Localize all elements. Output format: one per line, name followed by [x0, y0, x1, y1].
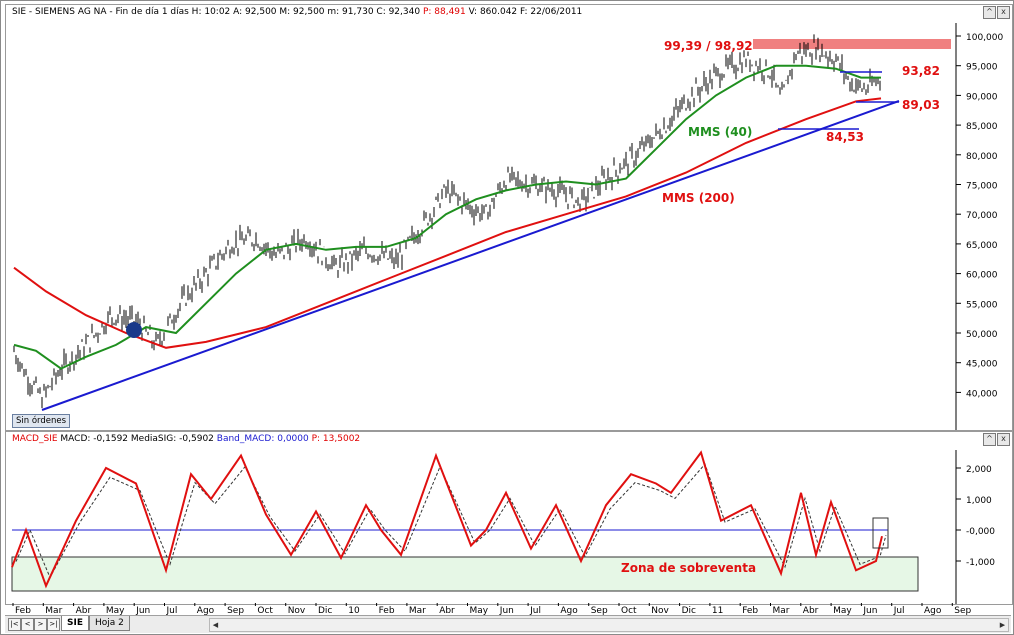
x-tick-label: Ago — [924, 606, 942, 615]
macd-title-p: P: 13,5002 — [308, 434, 361, 444]
x-tick-label: Jul — [893, 606, 905, 615]
minimize-icon[interactable]: ^ — [983, 433, 996, 446]
price-tick-label: 95,000 — [966, 63, 998, 73]
x-tick-label: Feb — [15, 606, 31, 615]
macd-title-band: Band_MACD: 0,0000 — [213, 434, 309, 444]
scroll-left-icon[interactable]: ◀ — [212, 621, 219, 629]
x-tick-label: Jun — [135, 606, 150, 615]
bottom-bar: |< < > >| SIE Hoja 2 ◀ ▶ — [5, 615, 1011, 633]
macd-axis: 2,000 1,000 -0,000 -1,000 — [955, 450, 995, 604]
macd-tick-label: 2,000 — [966, 465, 992, 475]
price-tick-label: 80,000 — [966, 152, 998, 162]
x-tick-label: 10 — [348, 606, 360, 615]
x-tick-label: Sep — [954, 606, 971, 615]
price-tick-label: 50,000 — [966, 330, 998, 340]
macd-panel[interactable]: MACD_SIE MACD: -0,1592 MediaSIG: -0,5902… — [5, 431, 1013, 605]
x-tick-label: Abr — [439, 606, 455, 615]
x-tick-label: Ago — [560, 606, 578, 615]
mms40-line — [13, 64, 881, 370]
first-icon[interactable]: |< — [8, 618, 21, 631]
x-tick-label: Jun — [499, 606, 514, 615]
price-tick-label: 55,000 — [966, 300, 998, 310]
mms200-label: MMS (200) — [662, 191, 735, 205]
price-tick-label: 75,000 — [966, 182, 998, 192]
mms40-label: MMS (40) — [688, 125, 752, 139]
scroll-right-icon[interactable]: ▶ — [999, 621, 1006, 629]
x-tick-label: Nov — [651, 606, 669, 615]
macd-highlight-box — [872, 517, 889, 549]
price-panel-title: SIE - SIEMENS AG NA - Fin de día 1 días … — [6, 5, 1012, 19]
x-tick-label: Feb — [742, 606, 758, 615]
x-tick-label: Jul — [529, 606, 541, 615]
tab-sie[interactable]: SIE — [61, 616, 89, 631]
trend-line — [41, 100, 900, 411]
oversold-zone — [11, 556, 919, 592]
x-tick-label: Feb — [379, 606, 395, 615]
x-tick-label: Abr — [803, 606, 819, 615]
price-panel[interactable]: SIE - SIEMENS AG NA - Fin de día 1 días … — [5, 4, 1013, 431]
macd-title-macd: MACD: -0,1592 — [57, 434, 129, 444]
x-tick-label: Sep — [591, 606, 608, 615]
price-tick-label: 100,000 — [966, 33, 1003, 43]
price-tick-label: 65,000 — [966, 241, 998, 251]
x-tick-label: Nov — [288, 606, 306, 615]
last-icon[interactable]: >| — [47, 618, 60, 631]
x-tick-label: Mar — [773, 606, 790, 615]
resistance-band — [753, 39, 951, 49]
mms200-line — [13, 97, 882, 349]
resistance-label: 99,39 / 98,92 — [664, 39, 753, 53]
x-axis: Feb Mar Abr May Jun Jul Ago Sep Oct Nov Dic 10 Feb Ma… — [12, 603, 972, 615]
macd-chart: 2,000 1,000 -0,000 -1,000 Zona de sobrevent… — [11, 450, 995, 604]
prev-icon[interactable]: < — [21, 618, 34, 631]
price-title-suffix: V: 860.042 F: 22/06/2011 — [465, 7, 583, 17]
price-bars — [13, 34, 881, 409]
level-mid-label: 89,03 — [902, 98, 940, 112]
level-low-label: 84,53 — [826, 130, 864, 144]
x-tick-label: Abr — [76, 606, 92, 615]
x-tick-label: Oct — [257, 606, 273, 615]
x-tick-label: Dic — [318, 606, 332, 615]
price-axis: 100,000 95,000 90,000 85,000 80,000 75,000 70,… — [955, 23, 1003, 430]
cross-marker — [126, 322, 142, 338]
x-tick-label: Mar — [45, 606, 62, 615]
price-chart: 100,000 95,000 90,000 85,000 80,000 75,000 70,… — [13, 23, 1003, 430]
price-tick-label: 45,000 — [966, 360, 998, 370]
x-tick-label: Jun — [862, 606, 877, 615]
price-tick-label: 70,000 — [966, 211, 998, 221]
x-tick-label: Mar — [409, 606, 426, 615]
next-icon[interactable]: > — [34, 618, 47, 631]
x-tick-label: Sep — [227, 606, 244, 615]
x-tick-label: Jul — [166, 606, 178, 615]
x-tick-label: Ago — [197, 606, 215, 615]
x-tick-label: May — [106, 606, 125, 615]
macd-tick-label: -1,000 — [966, 558, 995, 568]
x-tick-label: May — [833, 606, 852, 615]
x-tick-label: 11 — [712, 606, 723, 615]
price-tick-label: 40,000 — [966, 389, 998, 399]
macd-panel-title: MACD_SIE MACD: -0,1592 MediaSIG: -0,5902… — [6, 432, 1012, 446]
horizontal-scrollbar[interactable]: ◀ ▶ — [209, 618, 1009, 632]
price-tick-label: 60,000 — [966, 271, 998, 281]
close-icon[interactable]: x — [997, 433, 1010, 446]
oversold-label: Zona de sobreventa — [621, 561, 756, 575]
price-title-text: SIE - SIEMENS AG NA - Fin de día 1 días … — [12, 7, 421, 17]
minimize-icon[interactable]: ^ — [983, 6, 996, 19]
x-tick-label: Dic — [682, 606, 696, 615]
x-tick-label: May — [470, 606, 489, 615]
price-title-p: P: 88,491 — [420, 7, 466, 17]
price-tick-label: 90,000 — [966, 92, 998, 102]
macd-tick-label: -0,000 — [966, 527, 995, 537]
close-icon[interactable]: x — [997, 6, 1010, 19]
macd-title-name: MACD_SIE — [12, 434, 58, 444]
macd-title-sig: MediaSIG: -0,5902 — [128, 434, 214, 444]
price-tick-label: 85,000 — [966, 122, 998, 132]
macd-tick-label: 1,000 — [966, 496, 992, 506]
x-tick-label: Oct — [621, 606, 637, 615]
tab-hoja-2[interactable]: Hoja 2 — [89, 616, 130, 631]
orders-button[interactable]: Sin órdenes — [12, 414, 71, 428]
macd-line — [11, 450, 883, 589]
level-top-label: 93,82 — [902, 64, 940, 78]
